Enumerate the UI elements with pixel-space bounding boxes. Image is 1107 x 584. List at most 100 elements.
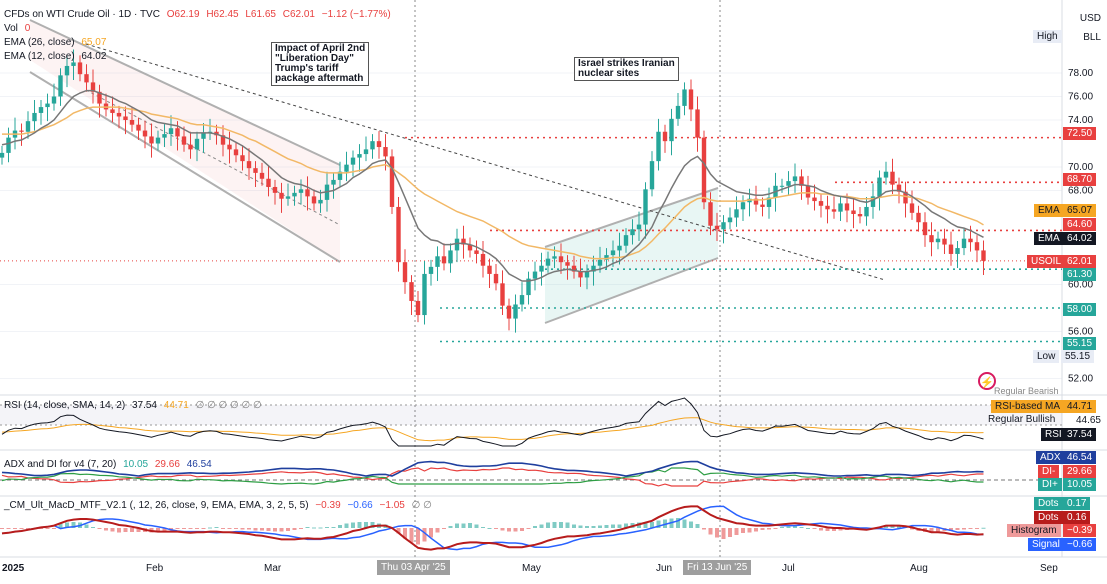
candle-body bbox=[701, 137, 707, 203]
macd-histogram-bar bbox=[643, 522, 648, 528]
macd-histogram-bar bbox=[695, 524, 700, 528]
x-label: May bbox=[522, 563, 541, 574]
candle-body bbox=[708, 202, 713, 226]
macd-histogram-bar bbox=[780, 527, 784, 528]
candle-body bbox=[649, 161, 655, 190]
candle-body bbox=[422, 273, 427, 316]
candle-body bbox=[428, 266, 434, 274]
candle-body bbox=[942, 238, 947, 245]
candle-body bbox=[441, 256, 447, 264]
candle-body bbox=[734, 209, 739, 218]
ema12-label: EMA (12, close) bbox=[4, 51, 75, 62]
candle-body bbox=[870, 196, 876, 207]
y-tick-label: 68.00 bbox=[1068, 186, 1093, 197]
low-value: L61.65 bbox=[245, 9, 276, 20]
candle-body bbox=[532, 271, 538, 279]
regular-bearish-label: Regular Bearish bbox=[994, 386, 1059, 396]
histogram-value: −0.39 bbox=[1063, 524, 1097, 537]
candle-body bbox=[565, 262, 570, 266]
macd-histogram-bar bbox=[624, 523, 628, 528]
candle-body bbox=[656, 131, 661, 162]
candle-body bbox=[344, 164, 349, 172]
candle-body bbox=[396, 206, 401, 263]
candle-body bbox=[474, 250, 479, 254]
macd-histogram-bar bbox=[494, 528, 498, 529]
macd-histogram-bar bbox=[806, 528, 810, 529]
vol-value: 0 bbox=[24, 23, 31, 34]
macd-histogram-bar bbox=[435, 528, 440, 533]
candle-body bbox=[825, 205, 830, 210]
rsi-label: RSI bbox=[1041, 428, 1066, 441]
macd-histogram-bar bbox=[117, 528, 121, 533]
annotation-april: Impact of April 2nd "Liberation Day" Tru… bbox=[271, 42, 370, 86]
candle-body bbox=[643, 189, 648, 225]
macd-histogram-bar bbox=[591, 526, 596, 528]
candle-body bbox=[318, 199, 323, 204]
annotation-line: Israel strikes Iranian bbox=[578, 58, 675, 69]
macd-histogram-bar bbox=[611, 524, 615, 528]
di-plus-line bbox=[1, 467, 984, 485]
macd-histogram-bar bbox=[403, 528, 407, 539]
currency-label: USD bbox=[1079, 13, 1101, 24]
adx-legend: ADX and DI for v4 (7, 20) 10.05 29.66 46… bbox=[4, 459, 212, 471]
macd-histogram-bar bbox=[234, 528, 238, 529]
high-label: High bbox=[1033, 30, 1062, 43]
rsi-legend-ma: 44.71 bbox=[163, 400, 189, 411]
candle-body bbox=[695, 109, 700, 138]
candle-body bbox=[259, 172, 265, 179]
candle-body bbox=[935, 238, 941, 243]
macd-histogram-bar bbox=[123, 528, 128, 532]
macd-histogram-bar bbox=[247, 528, 251, 530]
adx-value: 46.54 bbox=[1063, 451, 1097, 464]
macd-histogram-bar bbox=[546, 522, 550, 528]
candle-body bbox=[948, 244, 954, 254]
macd-histogram-bar bbox=[767, 528, 771, 530]
grid bbox=[0, 0, 1107, 558]
candle-body bbox=[305, 189, 310, 197]
macd-histogram-bar bbox=[838, 528, 843, 531]
y-tick-label: 70.00 bbox=[1068, 162, 1093, 173]
candle-body bbox=[45, 103, 50, 108]
macd-histogram-bar bbox=[240, 528, 245, 530]
candle-body bbox=[272, 186, 278, 193]
candle-body bbox=[97, 91, 102, 104]
rsi-ma-line bbox=[1, 417, 984, 442]
macd-histogram-bar bbox=[422, 528, 427, 542]
macd-histogram-bar bbox=[825, 528, 830, 531]
macd-histogram-bar bbox=[520, 528, 524, 531]
unit-label: BLL bbox=[1083, 32, 1101, 43]
candle-body bbox=[890, 171, 895, 185]
candle-body bbox=[142, 130, 148, 137]
rsi-ma-value: 44.71 bbox=[1063, 400, 1097, 413]
channel-line bbox=[29, 19, 341, 166]
candle-body bbox=[688, 89, 694, 110]
macd-histogram-bar bbox=[156, 528, 160, 532]
macd-histogram-bar bbox=[617, 524, 622, 528]
crosshair-date-1: Thu 03 Apr '25 bbox=[377, 560, 450, 575]
level-tag: 55.15 bbox=[1063, 337, 1097, 350]
candle-body bbox=[662, 131, 668, 142]
ema26-value: 65.07 bbox=[81, 37, 107, 48]
candle-body bbox=[779, 185, 785, 187]
macd-histogram-bar bbox=[97, 528, 102, 529]
annotation-line: Impact of April 2nd bbox=[275, 43, 366, 54]
x-label: Aug bbox=[910, 563, 928, 574]
adx-line bbox=[1, 460, 984, 477]
annotation-line: nuclear sites bbox=[578, 68, 640, 79]
di-minus-line bbox=[1, 467, 984, 487]
candle-body bbox=[500, 283, 505, 306]
level-tag: 72.50 bbox=[1063, 127, 1097, 140]
flash-icon[interactable]: ⚡ bbox=[978, 372, 996, 390]
candle-body bbox=[194, 138, 200, 150]
candle-body bbox=[675, 105, 681, 119]
candle-body bbox=[786, 181, 791, 186]
macd-histogram-bar bbox=[188, 528, 193, 529]
macd-histogram-bar bbox=[136, 528, 141, 532]
ema12-value: 64.02 bbox=[81, 51, 107, 62]
macd-histogram-bar bbox=[650, 522, 654, 528]
y-tick-label: 78.00 bbox=[1068, 68, 1093, 79]
candle-body bbox=[38, 107, 44, 113]
di-plus-label: DI+ bbox=[1038, 478, 1062, 491]
macd-histogram-bar bbox=[728, 528, 732, 537]
candle-body bbox=[513, 304, 518, 319]
